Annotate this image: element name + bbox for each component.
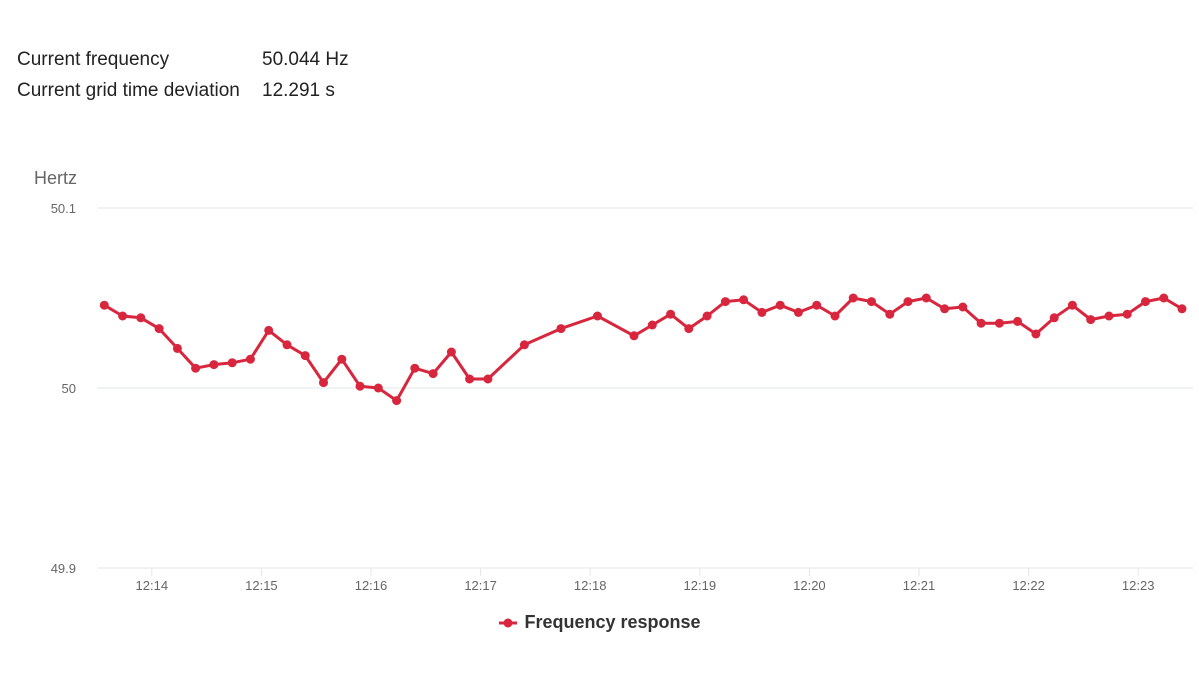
x-tick-label: 12:15 [245,578,278,593]
data-point[interactable] [99,300,109,310]
x-tick-label: 12:18 [574,578,607,593]
data-point[interactable] [757,307,767,317]
x-tick-label: 12:22 [1012,578,1045,593]
data-point[interactable] [1067,300,1077,310]
data-point[interactable] [921,293,931,303]
stat-row-frequency: Current frequency 50.044 Hz [17,44,349,75]
data-point[interactable] [118,311,128,321]
data-point[interactable] [428,369,438,379]
data-point[interactable] [775,300,785,310]
data-point[interactable] [191,363,201,373]
data-point[interactable] [392,396,402,406]
data-point[interactable] [1013,316,1023,326]
data-point[interactable] [1159,293,1169,303]
data-point[interactable] [264,325,274,335]
y-tick-label: 50.1 [51,201,76,216]
legend-item-frequency-response[interactable]: Frequency response [498,612,701,633]
data-point[interactable] [848,293,858,303]
data-point[interactable] [373,383,383,393]
x-axis-ticks: 12:14 12:15 12:16 12:17 12:18 12:19 12:20 12:21… [136,568,1155,593]
data-point[interactable] [136,313,146,323]
x-tick-label: 12:20 [793,578,826,593]
stats-panel: Current frequency 50.044 Hz Current grid… [17,44,349,106]
grid-lines [97,207,1193,569]
data-point[interactable] [647,320,657,330]
data-point[interactable] [958,302,968,312]
data-point[interactable] [830,311,840,321]
data-point[interactable] [465,374,475,384]
x-tick-label: 12:16 [355,578,388,593]
data-point[interactable] [720,297,730,307]
data-point[interactable] [666,309,676,319]
y-axis-ticks: 49.9 50 50.1 [51,201,76,576]
data-point[interactable] [410,363,420,373]
data-point[interactable] [940,304,950,314]
data-point[interactable] [593,311,602,321]
data-point[interactable] [1177,304,1187,314]
x-tick-label: 12:23 [1122,578,1155,593]
current-frequency-label: Current frequency [17,48,170,70]
y-axis-title: Hertz [34,168,77,188]
data-point[interactable] [519,340,529,350]
x-tick-label: 12:17 [464,578,497,593]
data-point[interactable] [812,300,822,310]
stat-row-time-deviation: Current grid time deviation 12.291 s [17,75,349,106]
y-tick-label: 50 [62,381,76,396]
data-point[interactable] [976,318,986,328]
data-point[interactable] [172,343,182,353]
data-point[interactable] [739,295,749,305]
data-point[interactable] [245,354,255,364]
data-point[interactable] [300,351,310,361]
data-point[interactable] [994,318,1004,328]
data-point[interactable] [684,324,694,334]
current-frequency-value: 50.044 Hz [262,48,349,70]
legend-line-marker-icon [499,618,518,627]
data-point[interactable] [337,354,347,364]
x-tick-label: 12:14 [136,578,169,593]
data-point[interactable] [154,324,164,334]
legend-label: Frequency response [524,612,701,632]
data-point[interactable] [446,347,456,357]
grid-time-deviation-value: 12.291 s [262,79,335,101]
data-point[interactable] [209,360,219,370]
data-point[interactable] [355,381,365,391]
grid-time-deviation-label: Current grid time deviation [17,79,240,101]
data-point[interactable] [903,297,913,307]
data-point[interactable] [1104,311,1114,321]
data-point[interactable] [282,340,292,350]
data-point[interactable] [1086,315,1096,325]
data-point[interactable] [885,309,895,319]
data-point[interactable] [629,331,639,341]
data-point[interactable] [319,378,328,388]
data-point[interactable] [556,324,566,334]
x-tick-label: 12:21 [903,578,936,593]
series-frequency-response[interactable] [99,293,1187,406]
data-point[interactable] [702,311,712,321]
data-point[interactable] [1031,329,1041,339]
data-point[interactable] [1049,313,1059,323]
data-point[interactable] [227,358,237,368]
data-point[interactable] [483,374,493,384]
legend: Frequency response [0,612,1199,633]
series-line [102,296,1184,403]
x-tick-label: 12:19 [684,578,717,593]
data-point[interactable] [1141,297,1150,307]
data-point[interactable] [1122,309,1132,319]
data-point[interactable] [867,297,876,307]
y-tick-label: 49.9 [51,561,76,576]
data-point[interactable] [793,307,803,317]
